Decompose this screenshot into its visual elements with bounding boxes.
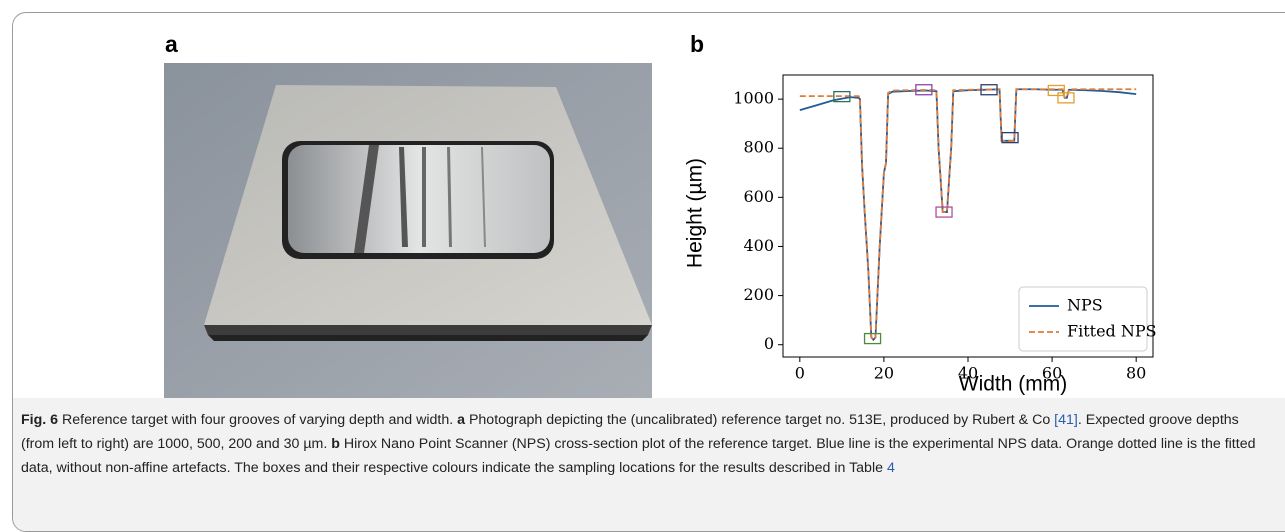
y-tick-label: 1000 [733,89,774,108]
caption-title: Reference target with four grooves of va… [58,412,458,428]
sampling-box [833,90,851,103]
x-tick-label: 80 [1126,364,1146,383]
sampling-box [1047,84,1065,97]
caption-text: . Expected groove depths (from left to r… [21,412,1239,452]
sampling-box [1057,92,1075,104]
legend-label: Fitted NPS [1067,322,1157,341]
sampling-box [863,332,882,345]
caption-label: Fig. 6 [21,412,59,428]
sampling-box [935,206,953,218]
caption-text: Hirox Nano Point Scanner (NPS) cross-sec… [21,436,1256,476]
x-tick-label: 0 [795,364,805,383]
y-tick-label: 800 [743,138,774,157]
y-tick-label: 400 [743,236,774,255]
panel-label: b [690,31,705,57]
citation[interactable]: [41] [1054,412,1078,428]
legend-box [1018,286,1148,352]
sampling-box [915,84,933,96]
plot-frame [782,74,1154,358]
y-axis-label: Height (µm) [684,158,707,268]
x-axis-label: Width (mm) [959,373,1068,396]
photo [164,63,652,399]
caption: Fig. 6 Reference target with four groove… [13,398,1285,531]
sampling-box [980,84,998,96]
data-line [799,88,1137,342]
caption-panel: a [457,412,466,428]
caption-text: Photograph depicting the (uncalibrated) … [465,412,1055,428]
y-tick-label: 600 [743,187,774,206]
chart: Width (mm) Height (µm) 02004006008001000… [684,74,1157,396]
y-tick-label: 200 [743,285,774,304]
panel-label: a [165,31,178,57]
x-tick-label: 20 [874,364,894,383]
x-tick-label: 60 [1042,364,1062,383]
legend-label: NPS [1067,296,1103,315]
sampling-box [1001,131,1019,144]
figure-frame: a b Width (mm) Height (µm) 0 200 400 600 800… [12,12,1285,532]
y-tick-label: 0 [764,334,774,353]
x-tick-label: 40 [958,364,978,383]
caption-panel: b [331,436,340,452]
table-link[interactable]: 4 [886,460,895,476]
